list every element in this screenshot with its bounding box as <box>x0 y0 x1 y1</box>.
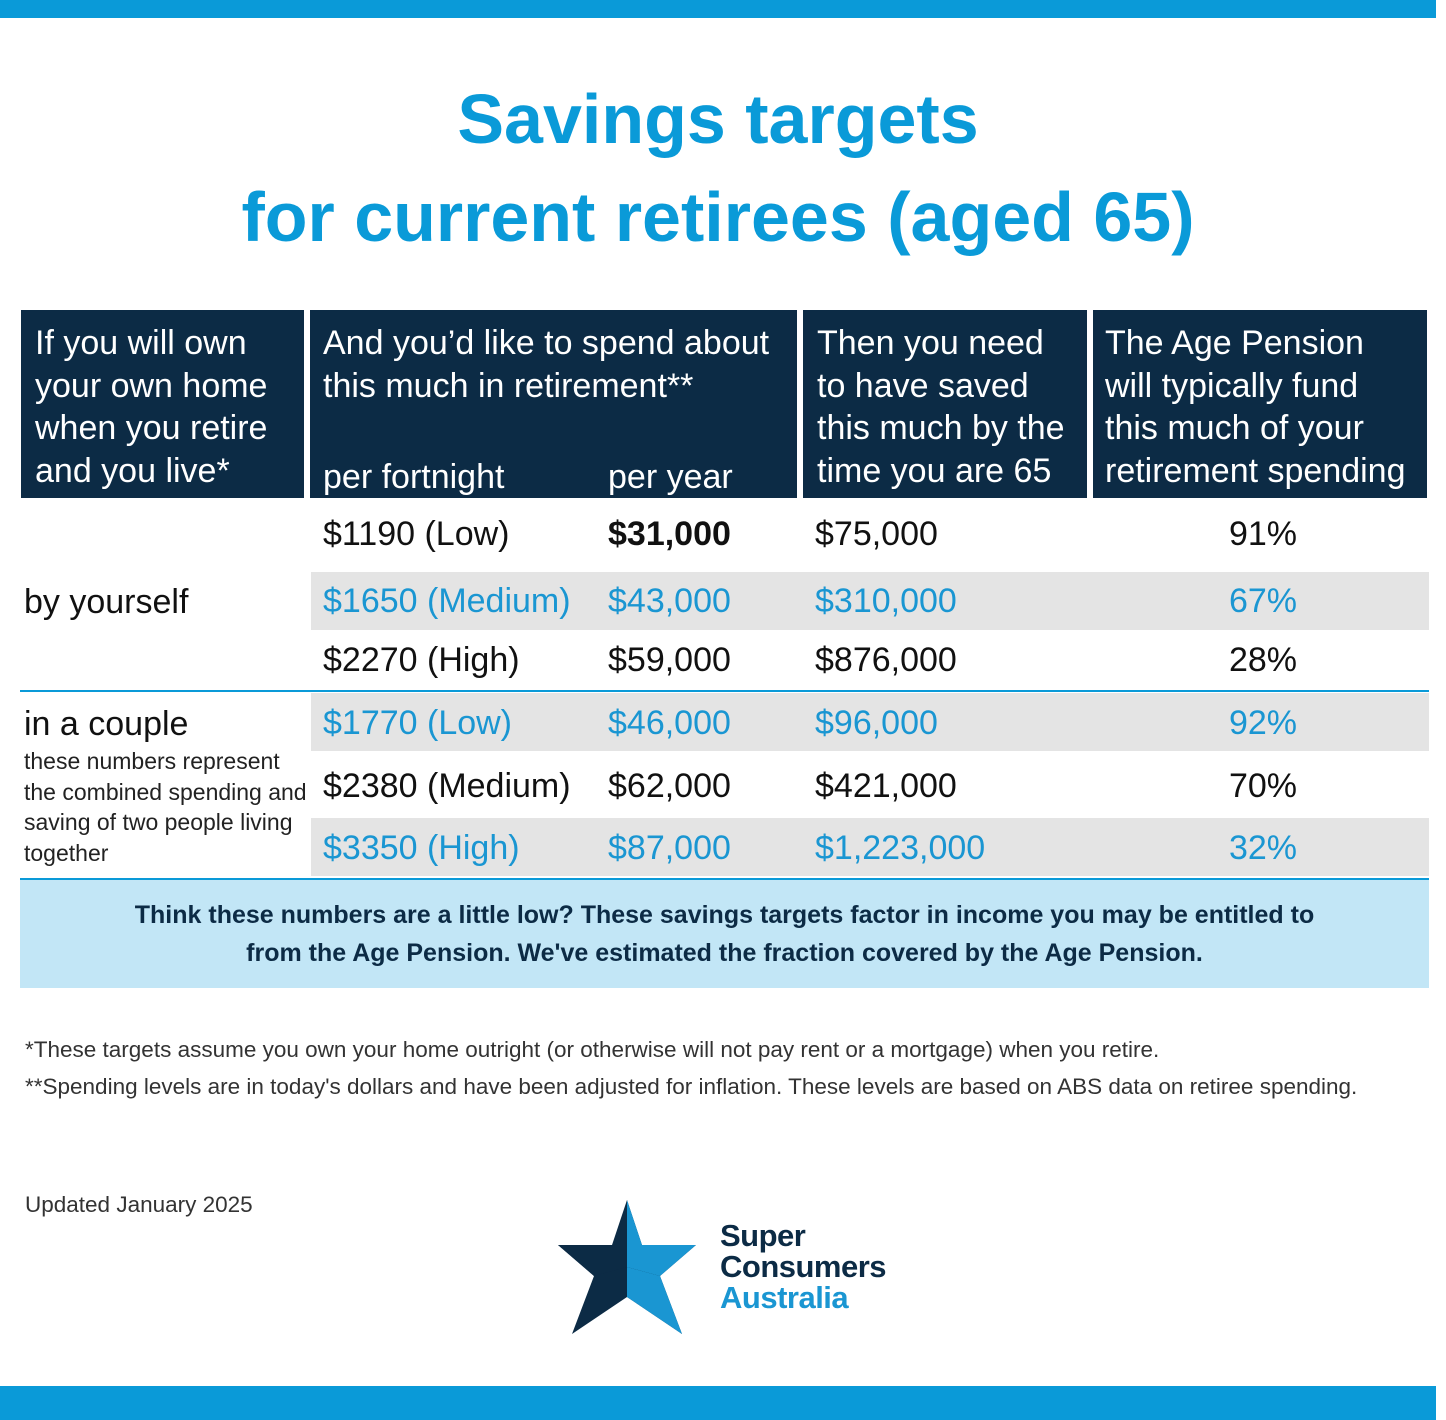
cell-year: $31,000 <box>608 515 731 553</box>
header-text: time you are 65 <box>817 451 1052 490</box>
brand-wordmark: Super Consumers Australia <box>720 1218 887 1315</box>
header-text: If you will own <box>35 324 247 362</box>
cell-year: $87,000 <box>608 829 731 867</box>
group-note-couple: these numbers represent the combined spe… <box>24 748 307 866</box>
group-label-single: by yourself <box>24 583 189 621</box>
cell-year: $62,000 <box>608 767 731 805</box>
page-title-line-2: for current retirees (aged 65) <box>241 178 1195 256</box>
footnote-spending: **Spending levels are in today's dollars… <box>25 1074 1358 1099</box>
brand-line-3: Australia <box>720 1280 849 1315</box>
header-spending: And you’d like to spend about this much … <box>310 310 797 498</box>
cell-fortnight: $3350 (High) <box>323 829 520 867</box>
cell-saved: $75,000 <box>815 515 938 553</box>
cell-fortnight: $1770 (Low) <box>323 704 513 742</box>
cell-saved: $96,000 <box>815 704 938 742</box>
bottom-accent-bar <box>0 1386 1436 1420</box>
header-text: this much by the <box>817 409 1065 447</box>
callout-line-1: Think these numbers are a little low? Th… <box>134 901 1315 929</box>
header-text: The Age Pension <box>1105 324 1364 362</box>
header-age-pension: The Age Pension will typically fund this… <box>1093 310 1427 498</box>
cell-year: $43,000 <box>608 582 731 620</box>
cell-pension: 67% <box>1228 582 1298 620</box>
header-text: will typically fund <box>1105 366 1359 405</box>
header-text: And you’d like to spend about <box>323 324 770 362</box>
brand-line-2: Consumers <box>720 1249 887 1284</box>
brand-line-1: Super <box>720 1218 806 1253</box>
cell-year: $46,000 <box>608 704 731 742</box>
group-label-couple: in a couple <box>24 705 189 743</box>
cell-fortnight: $1650 (Medium) <box>323 582 571 620</box>
cell-saved: $876,000 <box>815 641 957 679</box>
header-text: retirement spending <box>1105 451 1406 490</box>
header-text: when you retire <box>35 409 268 447</box>
cell-fortnight: $2380 (Medium) <box>323 767 571 805</box>
group-divider <box>20 690 1429 692</box>
header-text: this much in retirement** <box>323 366 694 405</box>
cell-pension: 32% <box>1228 829 1298 867</box>
star-logo-icon <box>558 1200 696 1334</box>
cell-fortnight: $2270 (High) <box>323 641 520 679</box>
callout-line-2: from the Age Pension. We've estimated th… <box>246 939 1203 967</box>
cell-pension: 91% <box>1228 515 1298 553</box>
cell-saved: $310,000 <box>815 582 957 620</box>
header-home-living: If you will own your own home when you r… <box>21 310 304 498</box>
row-band <box>311 572 1429 630</box>
row-band <box>311 693 1429 751</box>
header-per-year: per year <box>608 458 733 496</box>
header-text: to have saved <box>817 366 1029 405</box>
cell-fortnight: $1190 (Low) <box>323 515 510 553</box>
updated-date: Updated January 2025 <box>25 1192 253 1217</box>
header-savings-needed: Then you need to have saved this much by… <box>803 310 1087 498</box>
row-band <box>311 818 1429 876</box>
header-text: and you live* <box>35 451 230 490</box>
top-accent-bar <box>0 0 1436 18</box>
cell-year: $59,000 <box>608 641 731 679</box>
cell-pension: 28% <box>1228 641 1298 679</box>
cell-saved: $1,223,000 <box>815 829 986 867</box>
page-title-line-1: Savings targets <box>457 80 979 158</box>
header-text: this much of your <box>1105 409 1364 447</box>
cell-pension: 92% <box>1228 704 1298 742</box>
cell-pension: 70% <box>1228 767 1298 805</box>
cell-saved: $421,000 <box>815 767 957 805</box>
header-text: Then you need <box>817 324 1044 362</box>
info-callout: Think these numbers are a little low? Th… <box>20 878 1429 988</box>
header-text: your own home <box>35 366 268 405</box>
footnote-home: *These targets assume you own your home … <box>25 1037 1160 1062</box>
header-per-fortnight: per fortnight <box>323 458 505 496</box>
